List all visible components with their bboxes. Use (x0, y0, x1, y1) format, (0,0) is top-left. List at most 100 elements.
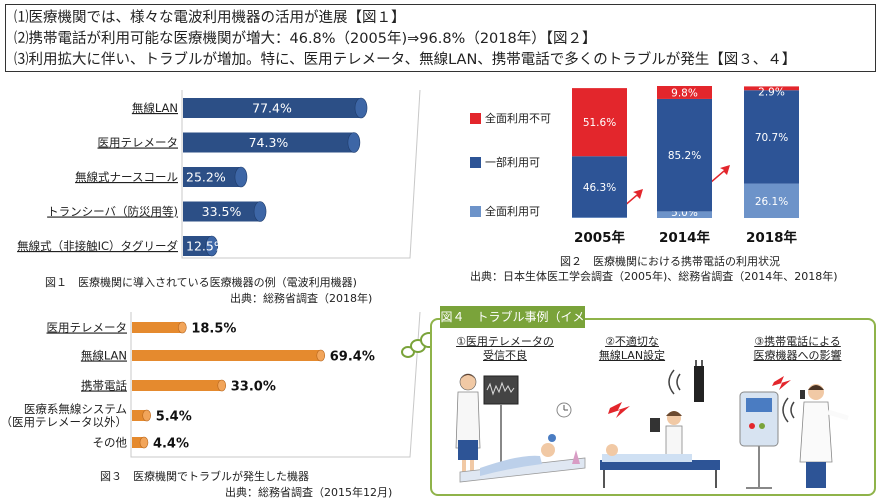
case-1-line-2: 受信不良 (483, 349, 527, 362)
fig2-bar-segment (572, 217, 627, 218)
doctor-arm (827, 409, 849, 421)
signal-waves-icon (668, 369, 681, 395)
fig1-data-label: 25.2% (186, 170, 226, 185)
fig1-data-label: 77.4% (252, 101, 292, 116)
fig1-source: 出典：総務省調査（2018年) (230, 292, 373, 305)
fig3-category-label: 無線LAN (81, 349, 127, 363)
fig3-title: 図３ 医療機関でトラブルが発生した機器 (100, 470, 309, 483)
fig2-category-label: 2005年 (574, 229, 626, 246)
fig2-bar-segment (657, 98, 712, 212)
patient-bed (459, 457, 586, 483)
fig1-axis-frame (181, 89, 421, 259)
tablet-icon (650, 418, 660, 432)
nurse-hair (460, 374, 476, 380)
nurse-leg (462, 460, 466, 478)
fig2-data-label: 2.9% (758, 86, 785, 98)
mobile-phone-icon (800, 390, 805, 399)
fig1-title: 図１ 医療機関に導入されている医療機器の例（電波利用機器) (45, 276, 357, 289)
fig2-bar-segment (572, 156, 627, 218)
fig2-data-label: 51.6% (583, 117, 616, 129)
fig1-bar (183, 132, 354, 153)
fig1-bar (183, 236, 212, 256)
patient-body (480, 455, 542, 476)
fig3-bar (132, 437, 144, 448)
fig3-category-label: 携帯電話 (81, 379, 127, 393)
fig1-bar-cap (234, 166, 248, 188)
fig4-case-1: ①医用テレメータの 受信不良 (445, 335, 565, 363)
legend-swatch-red (470, 112, 481, 124)
fig1-category-label: 無線式（非接触IC）タグリーダ (17, 239, 178, 253)
fig3-source: 出典：総務省調査（2015年12月) (225, 486, 393, 499)
doctor-trousers (806, 462, 826, 488)
fig2-legend-unavailable: 全面利用不可 (470, 110, 551, 126)
nurse-head (459, 373, 477, 391)
fig1-data-label: 12.5% (186, 239, 226, 254)
patient-head (606, 444, 618, 456)
fig2-category-label: 2018年 (746, 229, 798, 246)
signal-waves-icon (782, 397, 795, 423)
fig3-data-label: 5.4% (156, 410, 192, 425)
fig2-data-label: 85.2% (668, 150, 701, 162)
fig4-case-3: ③携帯電話による 医療機器への影響 (735, 335, 860, 363)
case-3-line-2: 医療機器への影響 (753, 349, 842, 362)
legend-swatch-light-blue (470, 205, 481, 217)
patient-head (541, 443, 555, 457)
fig1-data-label: 74.3% (249, 135, 289, 150)
fig1-chart: 無線LAN 77.4% 医用テレメータ 74.3% 無線式ナースコール 25.2% トランシ… (17, 89, 421, 259)
fig3-bar (132, 410, 147, 421)
fig1-data-label: 33.5% (202, 204, 242, 219)
router-icon (694, 366, 704, 402)
fig3-bar-cap (142, 409, 151, 422)
fig3-category-label: 医用テレメータ (47, 321, 128, 335)
patient-bed (600, 460, 720, 470)
fig2-bar-segment (657, 211, 712, 218)
fig3-bar-cap (178, 321, 187, 334)
fig1-bar-cap (253, 201, 267, 222)
fig3-data-label: 18.5% (191, 322, 236, 337)
fig1-category-label: 無線式ナースコール (75, 170, 178, 184)
fig1-bar (183, 201, 261, 222)
fig3-bar (132, 322, 183, 333)
fig2-chart: 0.5%46.3%51.6%2005年5.0%85.2%9.8%2014年26.… (572, 86, 799, 246)
nurse-leg (470, 460, 474, 478)
telemetry-illustration (455, 373, 586, 483)
summary-line-1: ⑴医療機関では、様々な電波利用機器の活用が進展【図１】 (14, 10, 406, 26)
fig4-case-2: ②不適切な 無線LAN設定 (582, 335, 682, 363)
legend-label: 一部利用可 (485, 156, 540, 169)
fig2-source: 出典：日本生体医工学会調査（2005年)、総務省調査（2014年、2018年) (470, 270, 838, 283)
fig1-bar-cap (347, 132, 361, 153)
fig2-data-label: 9.8% (671, 87, 698, 99)
summary-line-2: ⑵携帯電話が利用可能な医療機関が増大：46.8%（2005年)⇒96.8%（20… (14, 31, 597, 47)
legend-label: 全面利用不可 (485, 112, 551, 125)
fig4-title: 図４ トラブル事例（イメージ) (440, 306, 585, 346)
case-1-line-1: ①医用テレメータの (456, 335, 554, 348)
nurse-body (455, 391, 481, 449)
summary-box: ⑴医療機関では、様々な電波利用機器の活用が進展【図１】 ⑵携帯電話が利用可能な医… (5, 4, 876, 72)
fig3-bar-cap (217, 379, 227, 392)
fig3-category-label: （医用テレメータ以外） (1, 415, 128, 429)
fig3-bar (132, 380, 222, 391)
fig3-data-label: 69.4% (330, 350, 375, 365)
fig1-category-label: 無線LAN (132, 101, 178, 115)
fig1-bar (183, 167, 241, 187)
fig2-trend-arrow (623, 189, 643, 208)
lightning-icon (772, 376, 791, 390)
monitor-noise (486, 381, 515, 396)
fig2-data-label: 70.7% (755, 132, 788, 144)
fig3-category-label: 医療系無線システム (24, 402, 127, 416)
fig2-bar-segment (657, 86, 712, 99)
fig3-bar-cap (316, 349, 326, 362)
legend-swatch-dark-blue (470, 156, 481, 168)
fig1-bar-cap (205, 235, 219, 257)
transmitter-icon (548, 434, 556, 442)
case-2-line-2: 無線LAN設定 (598, 349, 666, 362)
fig2-bar-segment (744, 90, 799, 184)
fig1-category-label: 医用テレメータ (98, 136, 179, 150)
fig3-category-label: その他 (93, 436, 128, 450)
legend-label: 全面利用可 (485, 205, 540, 218)
fig2-trend-arrow (710, 165, 730, 184)
fig3-chart: 医用テレメータ 18.5% 無線LAN 69.4% 携帯電話 33.0% 医療系無線システム… (1, 311, 421, 458)
fig1-category-label: トランシーバ（防災用等) (47, 205, 178, 219)
case-3-line-1: ③携帯電話による (754, 335, 841, 348)
fig1-bar-cap (354, 97, 368, 119)
